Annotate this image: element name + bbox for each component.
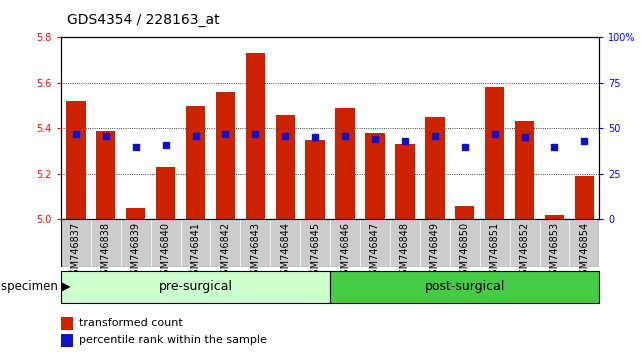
Point — [429, 133, 440, 138]
Bar — [425, 117, 445, 219]
Bar — [66, 101, 86, 219]
Bar — [395, 144, 415, 219]
Text: GSM746853: GSM746853 — [549, 222, 560, 281]
Point — [400, 138, 410, 144]
Bar — [246, 53, 265, 219]
Point — [190, 133, 201, 138]
Text: GSM746851: GSM746851 — [490, 222, 499, 281]
Point — [160, 142, 171, 148]
Text: GDS4354 / 228163_at: GDS4354 / 228163_at — [67, 12, 220, 27]
Bar — [330, 271, 599, 303]
Point — [370, 136, 380, 142]
Text: GSM746839: GSM746839 — [131, 222, 140, 281]
Bar — [335, 108, 355, 219]
Point — [579, 138, 590, 144]
Text: GSM746842: GSM746842 — [221, 222, 230, 281]
Bar — [276, 115, 295, 219]
Point — [280, 133, 290, 138]
Text: post-surgical: post-surgical — [424, 280, 505, 293]
Point — [250, 131, 260, 137]
Bar — [515, 121, 535, 219]
Point — [101, 133, 111, 138]
Text: GSM746847: GSM746847 — [370, 222, 380, 281]
Text: GSM746848: GSM746848 — [400, 222, 410, 281]
Point — [131, 144, 141, 149]
Point — [221, 131, 231, 137]
Bar — [485, 87, 504, 219]
Text: specimen ▶: specimen ▶ — [1, 280, 71, 293]
Bar — [455, 206, 474, 219]
Text: GSM746840: GSM746840 — [161, 222, 171, 281]
Text: GSM746843: GSM746843 — [251, 222, 260, 281]
Text: GSM746838: GSM746838 — [101, 222, 111, 281]
Text: GSM746837: GSM746837 — [71, 222, 81, 281]
Point — [71, 131, 81, 137]
Text: percentile rank within the sample: percentile rank within the sample — [79, 335, 267, 346]
Bar — [575, 176, 594, 219]
Text: GSM746841: GSM746841 — [190, 222, 201, 281]
Point — [340, 133, 350, 138]
Point — [310, 135, 320, 140]
Bar — [545, 215, 564, 219]
Bar — [306, 140, 325, 219]
Point — [460, 144, 470, 149]
Bar — [61, 334, 72, 347]
Bar — [61, 271, 330, 303]
Text: transformed count: transformed count — [79, 318, 183, 328]
Point — [490, 131, 500, 137]
Text: GSM746849: GSM746849 — [430, 222, 440, 281]
Bar — [96, 131, 115, 219]
Text: pre-surgical: pre-surgical — [158, 280, 233, 293]
Text: GSM746852: GSM746852 — [520, 222, 529, 281]
Text: GSM746846: GSM746846 — [340, 222, 350, 281]
Bar — [156, 167, 176, 219]
Bar — [126, 208, 146, 219]
Text: GSM746854: GSM746854 — [579, 222, 589, 281]
Text: GSM746850: GSM746850 — [460, 222, 470, 281]
Bar — [186, 105, 205, 219]
Point — [549, 144, 560, 149]
Text: GSM746845: GSM746845 — [310, 222, 320, 281]
Bar — [215, 92, 235, 219]
Point — [519, 135, 529, 140]
Bar — [61, 316, 72, 330]
Bar — [365, 133, 385, 219]
Text: GSM746844: GSM746844 — [280, 222, 290, 281]
